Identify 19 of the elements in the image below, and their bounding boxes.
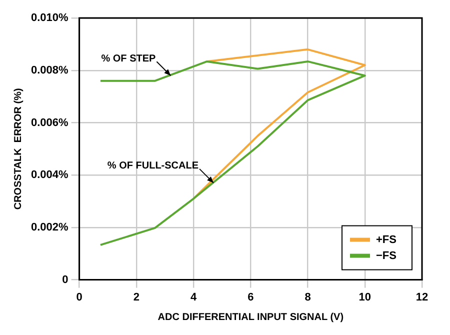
x-tick-label: 10 (358, 291, 372, 304)
x-axis-title: ADC DIFFERENTIAL INPUT SIGNAL (V) (158, 312, 344, 323)
x-tick-label: 8 (304, 291, 311, 304)
y-tick-label: 0.006% (30, 116, 69, 129)
x-tick-label: 2 (133, 291, 140, 304)
y-tick-label: 0.010% (30, 12, 69, 24)
annotation: % OF FULL-SCALE (107, 160, 199, 172)
x-tick-label: 12 (416, 291, 428, 304)
x-tick-label: 6 (248, 291, 254, 304)
x-tick-label: 4 (190, 291, 198, 304)
y-tick-label: 0.004% (30, 169, 69, 182)
annotation: % OF STEP (101, 53, 156, 64)
legend-label: −FS (376, 250, 396, 262)
y-tick-label: 0.002% (30, 221, 69, 234)
y-axis-title: CROSSTALK ERROR (%) (12, 88, 24, 210)
y-tick-label: 0.008% (30, 64, 69, 76)
x-tick-label: 0 (76, 291, 82, 304)
y-tick-label: 0 (62, 274, 68, 286)
legend-label: +FS (376, 234, 396, 246)
